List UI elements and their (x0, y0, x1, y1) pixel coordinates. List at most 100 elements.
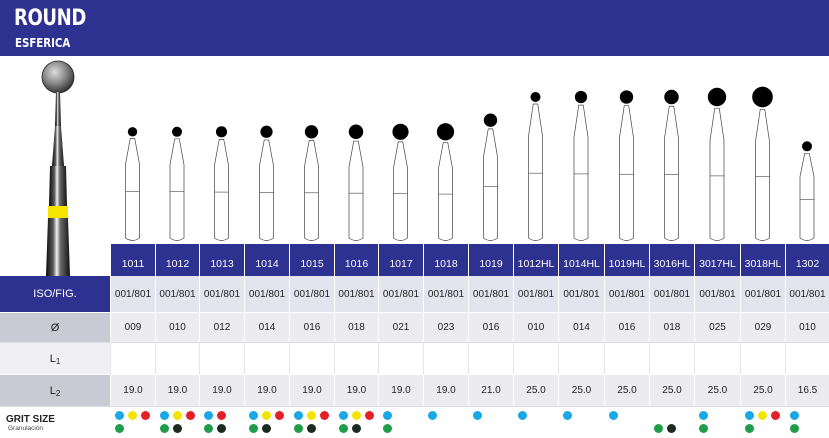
l1-cell (785, 343, 829, 374)
l2-cell: 16.5 (785, 375, 829, 406)
grit-dot-black (352, 424, 361, 433)
bur-3017HL (707, 87, 727, 241)
iso-cell: 001/801 (694, 276, 740, 312)
grit-dot-blue (339, 411, 348, 420)
grit-dot-red (275, 411, 284, 420)
product-code-cell: 1012HL (513, 244, 558, 276)
l1-cell (740, 343, 785, 374)
grit-dots-cell (244, 407, 289, 438)
grit-dot-blue (204, 411, 213, 420)
l1-cell (199, 343, 244, 374)
iso-cell: 001/801 (785, 276, 829, 312)
grit-dot-green (790, 424, 799, 433)
grit-dot-yellow (128, 411, 137, 420)
diameter-row-label: Ø (0, 313, 110, 342)
page-header: ROUND ESFERICA (0, 0, 829, 56)
product-code-cell: 1014 (244, 244, 289, 276)
product-code-cell: 1302 (785, 244, 829, 276)
bur-1017 (392, 123, 409, 241)
l2-cell: 19.0 (423, 375, 468, 406)
grit-dots-cell (558, 407, 604, 438)
bur-3018HL (752, 86, 773, 241)
grit-dot-green (249, 424, 258, 433)
l1-cell (289, 343, 334, 374)
product-code-cell: 3018HL (740, 244, 785, 276)
bur-1015 (304, 125, 319, 241)
grit-dots-cell (289, 407, 334, 438)
l2-cell: 19.0 (244, 375, 289, 406)
product-code-cell: 1014HL (558, 244, 604, 276)
product-code-cell: 1017 (378, 244, 423, 276)
bur-1302 (799, 141, 815, 241)
bur-1014 (259, 125, 274, 241)
iso-cell: 001/801 (740, 276, 785, 312)
diameter-cell: 010 (513, 313, 558, 342)
l2-cell: 21.0 (468, 375, 513, 406)
iso-cell: 001/801 (155, 276, 199, 312)
l2-cell: 19.0 (155, 375, 199, 406)
iso-cell: 001/801 (289, 276, 334, 312)
grit-dots-cell (604, 407, 649, 438)
l1-cell (378, 343, 423, 374)
l1-cell (334, 343, 378, 374)
l2-cell: 19.0 (378, 375, 423, 406)
iso-cell: 001/801 (110, 276, 155, 312)
grit-dot-blue (160, 411, 169, 420)
iso-row-label: ISO/FIG. (0, 276, 110, 312)
l1-cell (155, 343, 199, 374)
product-code-cell: 1013 (199, 244, 244, 276)
grit-dots-cell (468, 407, 513, 438)
iso-cell: 001/801 (649, 276, 694, 312)
iso-cell: 001/801 (468, 276, 513, 312)
grit-dots-cell (785, 407, 829, 438)
grit-dot-green (204, 424, 213, 433)
diameter-cell: 016 (468, 313, 513, 342)
grit-dot-black (262, 424, 271, 433)
grit-dot-blue (745, 411, 754, 420)
product-code-cell: 1019 (468, 244, 513, 276)
iso-row: ISO/FIG. 001/801 001/801 001/801 001/801 001… (0, 276, 829, 312)
l2-label-main: L (49, 384, 56, 397)
diameter-cell: 014 (558, 313, 604, 342)
grit-dot-blue (115, 411, 124, 420)
l2-cell: 25.0 (558, 375, 604, 406)
grit-dot-yellow (262, 411, 271, 420)
grit-row-label: GRIT SIZE Granulación (0, 407, 110, 438)
l1-cell (558, 343, 604, 374)
grit-dots-cell (513, 407, 558, 438)
bur-3016HL (664, 89, 679, 241)
l1-cell (423, 343, 468, 374)
l2-cell: 19.0 (334, 375, 378, 406)
l2-cell: 25.0 (513, 375, 558, 406)
grit-dot-blue (563, 411, 572, 420)
diameter-cell: 016 (289, 313, 334, 342)
grit-dot-blue (383, 411, 392, 420)
grit-dot-green (654, 424, 663, 433)
hero-bur-illustration (41, 60, 75, 276)
grit-dot-red (365, 411, 374, 420)
bur-1016 (348, 124, 364, 241)
product-code-cell: 1016 (334, 244, 378, 276)
product-code-cell: 3016HL (649, 244, 694, 276)
grit-dot-blue (699, 411, 708, 420)
grit-dot-yellow (352, 411, 361, 420)
diameter-row: Ø 009 010 012 014 016 018 021 023 016 010 014 016 01… (0, 312, 829, 342)
grit-dot-green (339, 424, 348, 433)
grit-dot-red (771, 411, 780, 420)
grit-dot-green (699, 424, 708, 433)
grit-dot-blue (473, 411, 482, 420)
diameter-cell: 018 (649, 313, 694, 342)
grit-dot-green (115, 424, 124, 433)
grit-dot-green (160, 424, 169, 433)
grit-dot-red (320, 411, 329, 420)
product-code-cell: 3017HL (694, 244, 740, 276)
grit-dot-black (667, 424, 676, 433)
grit-dot-blue (428, 411, 437, 420)
l2-cell: 19.0 (199, 375, 244, 406)
grit-dot-blue (609, 411, 618, 420)
grit-dot-yellow (307, 411, 316, 420)
grit-dot-green (745, 424, 754, 433)
page-subtitle: ESFERICA (15, 36, 71, 50)
